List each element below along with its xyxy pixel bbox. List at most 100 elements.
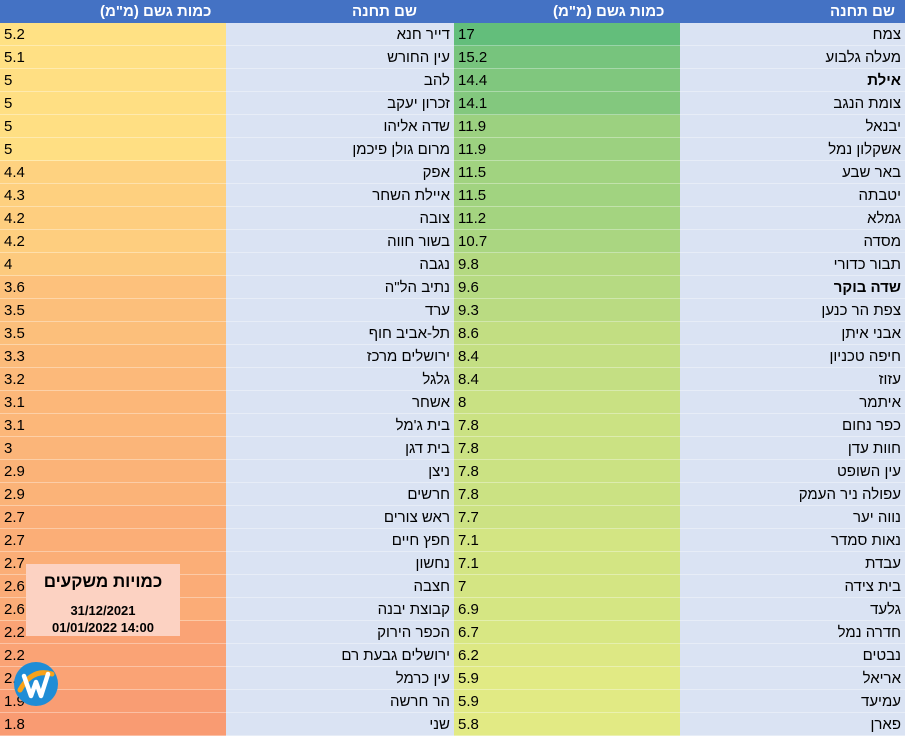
- rainfall-value: 15.2: [454, 46, 680, 69]
- rainfall-value: 1.8: [0, 713, 226, 736]
- rainfall-value: 2.9: [0, 460, 226, 483]
- station-name: גלעד: [680, 598, 905, 621]
- station-name: אשחר: [226, 391, 454, 414]
- rainfall-value: 7.8: [454, 437, 680, 460]
- station-name: ירושלים מרכז: [226, 345, 454, 368]
- station-name: איילת השחר: [226, 184, 454, 207]
- station-name: גלגל: [226, 368, 454, 391]
- station-name: נבטים: [680, 644, 905, 667]
- station-name: נאות סמדר: [680, 529, 905, 552]
- station-name: יטבתה: [680, 184, 905, 207]
- rainfall-value: 8.6: [454, 322, 680, 345]
- rainfall-value: 7: [454, 575, 680, 598]
- station-name: בית דגן: [226, 437, 454, 460]
- rainfall-value: 8.4: [454, 368, 680, 391]
- station-name: עמיעד: [680, 690, 905, 713]
- station-name: דייר חנא: [226, 23, 454, 46]
- station-name: אפק: [226, 161, 454, 184]
- rainfall-value: 5: [0, 138, 226, 161]
- weather-logo-icon: [14, 662, 58, 706]
- rainfall-value: 5.9: [454, 667, 680, 690]
- station-name: מרום גולן פיכמן: [226, 138, 454, 161]
- rainfall-value: 6.9: [454, 598, 680, 621]
- rainfall-value: 9.8: [454, 253, 680, 276]
- station-name: נתיב הל"ה: [226, 276, 454, 299]
- rainfall-value: 10.7: [454, 230, 680, 253]
- station-name: אריאל: [680, 667, 905, 690]
- station-name: נווה יער: [680, 506, 905, 529]
- rainfall-value: 3.5: [0, 299, 226, 322]
- station-name: איתמר: [680, 391, 905, 414]
- rainfall-value: 7.8: [454, 483, 680, 506]
- info-box-title: כמויות משקעים: [43, 572, 163, 591]
- station-name: צובה: [226, 207, 454, 230]
- station-name: ראש צורים: [226, 506, 454, 529]
- rainfall-value: 9.3: [454, 299, 680, 322]
- station-name: שני: [226, 713, 454, 736]
- station-name: עין החורש: [226, 46, 454, 69]
- rainfall-value: 2.9: [0, 483, 226, 506]
- station-name: באר שבע: [680, 161, 905, 184]
- rainfall-value: 3.1: [0, 391, 226, 414]
- rainfall-value: 14.4: [454, 69, 680, 92]
- station-name: צפת הר כנען: [680, 299, 905, 322]
- station-name: אשקלון נמל: [680, 138, 905, 161]
- rainfall-value: 4.2: [0, 230, 226, 253]
- rainfall-value: 11.2: [454, 207, 680, 230]
- rainfall-value: 11.9: [454, 115, 680, 138]
- rainfall-value: 7.8: [454, 414, 680, 437]
- rainfall-value: 5.9: [454, 690, 680, 713]
- rainfall-value: 3.6: [0, 276, 226, 299]
- station-name: עזוז: [680, 368, 905, 391]
- station-name: אבני איתן: [680, 322, 905, 345]
- header-right-name: שם תחנה: [680, 0, 905, 23]
- header-left-name: שם תחנה: [226, 0, 454, 23]
- station-name: פארן: [680, 713, 905, 736]
- rainfall-value: 5.1: [0, 46, 226, 69]
- station-name: תבור כדורי: [680, 253, 905, 276]
- rainfall-value: 7.7: [454, 506, 680, 529]
- header-right-value: כמות גשם (מ"מ): [454, 0, 680, 23]
- station-name: צמח: [680, 23, 905, 46]
- station-name: חדרה נמל: [680, 621, 905, 644]
- rainfall-value: 4: [0, 253, 226, 276]
- rainfall-value: 3.1: [0, 414, 226, 437]
- station-name: הכפר הירוק: [226, 621, 454, 644]
- station-name: חצבה: [226, 575, 454, 598]
- station-name: עין כרמל: [226, 667, 454, 690]
- station-name: עפולה ניר העמק: [680, 483, 905, 506]
- rainfall-value: 11.9: [454, 138, 680, 161]
- station-name: בשור חווה: [226, 230, 454, 253]
- station-name: חוות עדן: [680, 437, 905, 460]
- rainfall-value: 3.3: [0, 345, 226, 368]
- station-name: חפץ חיים: [226, 529, 454, 552]
- rainfall-value: 14.1: [454, 92, 680, 115]
- station-name: תל-אביב חוף: [226, 322, 454, 345]
- rainfall-value: 5: [0, 92, 226, 115]
- rainfall-value: 8: [454, 391, 680, 414]
- station-name: בית צידה: [680, 575, 905, 598]
- rainfall-value: 2.7: [0, 529, 226, 552]
- rainfall-value: 11.5: [454, 161, 680, 184]
- rainfall-value: 2.2: [0, 644, 226, 667]
- rainfall-value: 17: [454, 23, 680, 46]
- rainfall-value: 4.4: [0, 161, 226, 184]
- rainfall-value: 7.1: [454, 552, 680, 575]
- station-name: כפר נחום: [680, 414, 905, 437]
- info-box: כמויות משקעים 31/12/2021 01/01/2022 14:0…: [26, 564, 180, 636]
- station-name: מסדה: [680, 230, 905, 253]
- station-name: אילת: [680, 69, 905, 92]
- station-name: שדה אליהו: [226, 115, 454, 138]
- station-name: להב: [226, 69, 454, 92]
- station-name: נגבה: [226, 253, 454, 276]
- rainfall-value: 5: [0, 115, 226, 138]
- station-name: ניצן: [226, 460, 454, 483]
- rainfall-value: 11.5: [454, 184, 680, 207]
- station-name: הר חרשה: [226, 690, 454, 713]
- station-name: צומת הנגב: [680, 92, 905, 115]
- header-left-value: כמות גשם (מ"מ): [0, 0, 226, 23]
- rainfall-value: 8.4: [454, 345, 680, 368]
- rainfall-value: 5.2: [0, 23, 226, 46]
- rainfall-value: 4.2: [0, 207, 226, 230]
- station-name: חרשים: [226, 483, 454, 506]
